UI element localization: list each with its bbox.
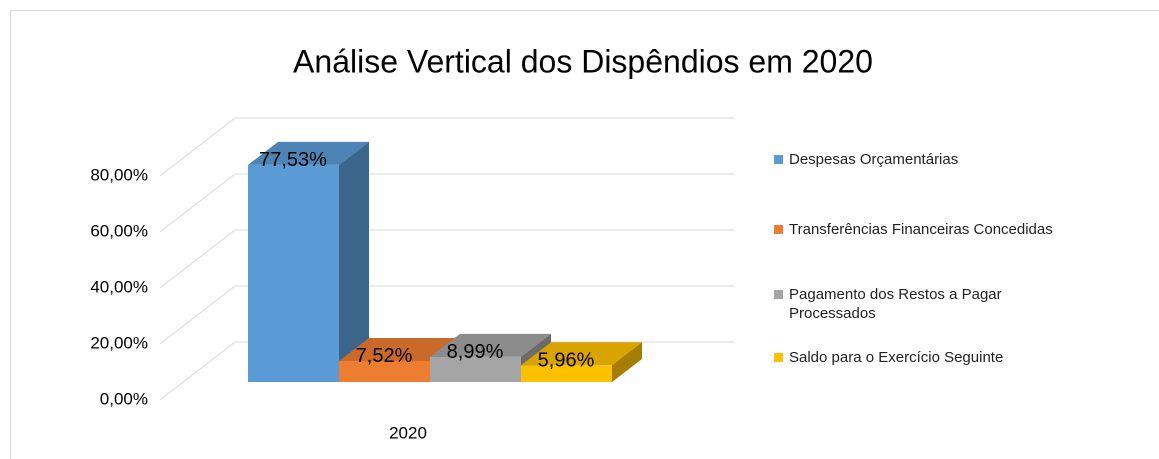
legend-label: Saldo para o Exercício Seguinte [789,349,1004,366]
bar [248,164,339,382]
legend-label: Transferências Financeiras Concedidas [789,221,1053,238]
legend-swatch [774,155,783,164]
chart-title: Análise Vertical dos Dispêndios em 2020 [293,43,873,79]
bar [521,365,612,382]
bar-top [430,333,551,357]
grid-line [159,229,735,289]
data-label: 5,96% [538,350,595,372]
data-label: 8,99% [447,341,504,363]
y-tick-label: 20,00% [90,333,148,352]
legend-label: Pagamento dos Restos a Pagar Processados [789,286,1002,322]
legend-label: Despesas Orçamentárias [789,151,959,168]
bar-side [612,342,642,382]
bar [339,360,430,382]
data-label: 77,53% [259,149,327,171]
bar [430,356,521,382]
x-tick-label: 2020 [389,423,427,442]
grid-line [159,285,735,345]
grid-line [159,173,735,233]
legend-item: Despesas Orçamentárias [772,150,1142,169]
bar-top [248,141,369,165]
chart-border [10,10,1159,459]
legend-swatch [774,353,783,362]
y-tick-label: 60,00% [90,221,148,240]
legend-swatch [774,225,783,234]
y-tick-label: 40,00% [90,277,148,296]
bar-top [521,342,642,366]
bar-top [339,337,460,361]
y-tick-label: 80,00% [90,165,148,184]
legend-item: Transferências Financeiras Concedidas [772,220,1142,239]
legend-item: Pagamento dos Restos a Pagar Processados [772,285,1142,323]
bar-side [339,141,369,382]
legend-swatch [774,290,783,299]
grid-line [159,117,735,177]
y-tick-label: 0,00% [100,389,148,408]
data-label: 7,52% [356,345,413,367]
legend-item: Saldo para o Exercício Seguinte [772,348,1142,367]
grid-line [159,341,735,401]
